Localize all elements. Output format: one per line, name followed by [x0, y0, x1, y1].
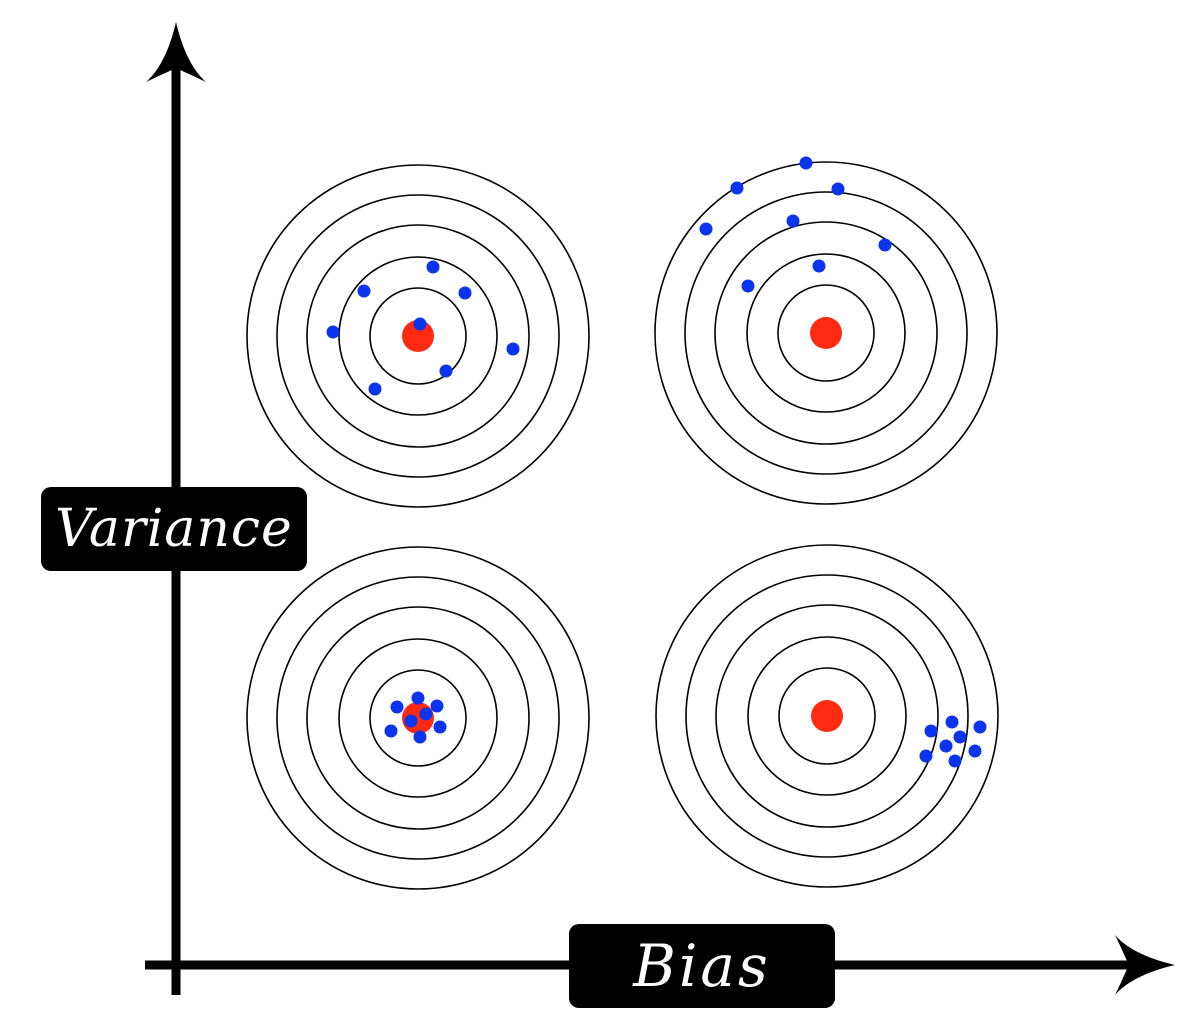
shot-cluster — [699, 156, 892, 293]
shot-dot — [948, 754, 962, 768]
shot-cluster — [919, 715, 987, 768]
bullseye — [811, 700, 843, 732]
shot-dot — [357, 284, 371, 298]
shot-dot — [786, 214, 800, 228]
shot-dot — [433, 720, 447, 734]
shot-dot — [390, 700, 404, 714]
shot-dot — [384, 724, 398, 738]
shot-dot — [945, 715, 959, 729]
shot-dot — [812, 259, 826, 273]
x-axis-label: Bias — [569, 924, 835, 1008]
shot-dot — [404, 714, 418, 728]
target-rings — [246, 164, 590, 508]
shot-dot — [939, 739, 953, 753]
shot-dot — [426, 260, 440, 274]
shot-cluster — [326, 260, 520, 396]
y-axis-arrowhead — [146, 22, 206, 82]
shot-dot — [439, 364, 453, 378]
shot-dot — [368, 382, 382, 396]
target-rings — [655, 544, 999, 888]
shot-dot — [419, 707, 433, 721]
shot-cluster — [384, 691, 447, 744]
shot-dot — [924, 724, 938, 738]
shot-dot — [458, 286, 472, 300]
shot-dot — [973, 720, 987, 734]
bullseye — [402, 320, 434, 352]
target-high-variance-high-bias — [654, 156, 998, 505]
y-axis-label: Variance — [41, 487, 307, 571]
bullseye — [810, 317, 842, 349]
shot-dot — [968, 744, 982, 758]
shot-dot — [953, 730, 967, 744]
shot-dot — [326, 325, 340, 339]
target-low-variance-low-bias — [246, 546, 590, 890]
shot-dot — [741, 279, 755, 293]
target-rings — [654, 161, 998, 505]
shot-dot — [699, 222, 713, 236]
shot-dot — [413, 317, 427, 331]
shot-dot — [831, 182, 845, 196]
target-low-variance-high-bias — [655, 544, 999, 888]
shot-dot — [430, 699, 444, 713]
x-axis-arrowhead — [1115, 935, 1175, 995]
shot-dot — [411, 691, 425, 705]
shot-dot — [878, 238, 892, 252]
target-high-variance-low-bias — [246, 164, 590, 508]
shot-dot — [919, 749, 933, 763]
shot-dot — [413, 730, 427, 744]
shot-dot — [506, 342, 520, 356]
shot-dot — [799, 156, 813, 170]
target-rings — [246, 546, 590, 890]
shot-dot — [730, 181, 744, 195]
